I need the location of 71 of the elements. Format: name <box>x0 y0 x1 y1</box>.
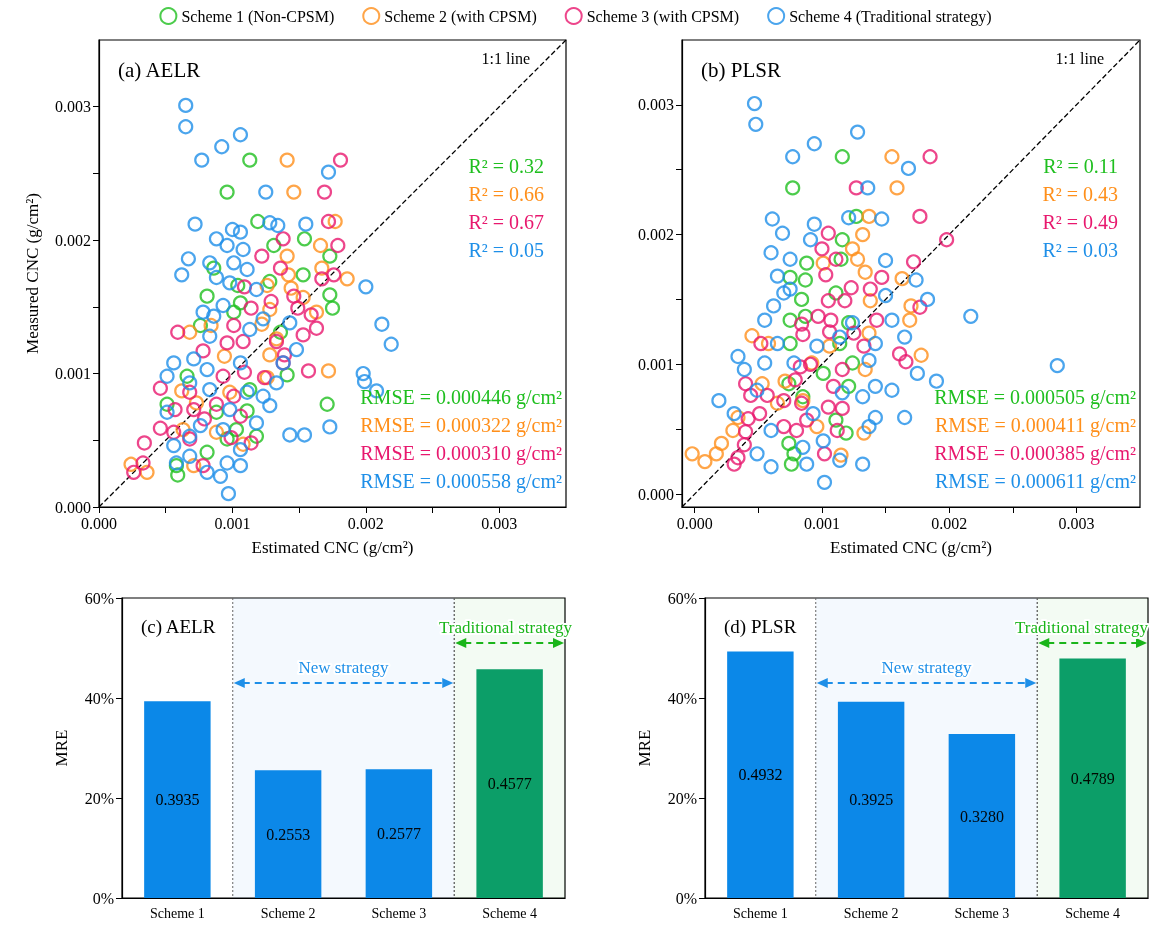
y-tick-label: 60% <box>84 589 114 607</box>
y-tick-label: 0.000 <box>638 485 674 503</box>
annotation: RMSE = 0.000322 g/cm² <box>360 414 563 437</box>
annotation: R² = 0.49 <box>1042 211 1119 233</box>
text: (c) AELR <box>141 616 216 638</box>
x-tick-label: Scheme 4 <box>482 905 538 921</box>
data-label: 0.3935 <box>155 791 200 809</box>
data-label: 0.4577 <box>487 775 532 793</box>
data-label: 0.4789 <box>1070 769 1115 787</box>
annotation: R² = 0.32 <box>468 155 545 177</box>
annotation: RMSE = 0.000411 g/cm² <box>935 414 1137 437</box>
text: (d) PLSR <box>724 616 797 638</box>
annotation: R² = 0.67 <box>468 211 545 233</box>
data-label: 0.4932 <box>738 766 783 784</box>
x-tick-label: Scheme 3 <box>371 905 427 921</box>
x-axis-title: Estimated CNC (g/cm²) <box>251 538 414 557</box>
x-tick-label: 0.003 <box>1058 514 1095 532</box>
annotation: R² = 0.66 <box>468 183 545 205</box>
legend-label: Scheme 1 (Non-CPSM) <box>181 7 335 26</box>
x-tick-label: 0.002 <box>347 514 384 532</box>
annotation: R² = 0.43 <box>1042 183 1119 205</box>
y-tick-label: 0.003 <box>638 96 674 114</box>
annotation: RMSE = 0.000611 g/cm² <box>935 470 1137 493</box>
legend-label: Scheme 2 (with CPSM) <box>384 7 537 26</box>
y-tick-label: 40% <box>84 689 114 707</box>
y-axis-title: Measured CNC (g/cm²) <box>23 193 42 354</box>
annotation: RMSE = 0.000385 g/cm² <box>934 442 1137 465</box>
annotation: R² = 0.05 <box>468 239 545 261</box>
annotation: RMSE = 0.000505 g/cm² <box>934 386 1137 409</box>
legend-label: Scheme 3 (with CPSM) <box>586 7 740 26</box>
x-tick-label: Scheme 4 <box>1065 905 1121 921</box>
y-tick-label: 20% <box>667 789 697 807</box>
x-tick-label: Scheme 3 <box>954 905 1010 921</box>
data-label: 0.3280 <box>959 807 1004 825</box>
y-tick-label: 60% <box>667 589 697 607</box>
x-tick-label: 0.001 <box>214 514 251 532</box>
annotation: 1:1 line <box>481 49 530 67</box>
data-label: 0.2577 <box>376 825 421 843</box>
legend-label: Scheme 4 (Traditional strategy) <box>789 7 992 26</box>
annotation: 1:1 line <box>1055 49 1104 67</box>
y-tick-label: 40% <box>667 689 697 707</box>
x-tick-label: Scheme 1 <box>149 905 205 921</box>
x-tick-label: 0.002 <box>931 514 968 532</box>
y-tick-label: 0% <box>92 889 114 907</box>
x-tick-label: Scheme 2 <box>260 905 316 921</box>
x-tick-label: Scheme 2 <box>843 905 899 921</box>
x-tick-label: 0.003 <box>481 514 518 532</box>
x-axis-title: Estimated CNC (g/cm²) <box>830 538 992 557</box>
annotation: RMSE = 0.000310 g/cm² <box>360 442 563 465</box>
y-tick-label: 0.001 <box>55 365 91 383</box>
y-axis-title: MRE <box>52 729 71 767</box>
band-label: New strategy <box>881 658 973 677</box>
band-label: New strategy <box>298 658 390 677</box>
y-tick-label: 0.002 <box>55 231 91 249</box>
x-tick-label: 0.001 <box>803 514 840 532</box>
y-tick-label: 0% <box>675 889 697 907</box>
y-tick-label: 0.002 <box>638 226 674 244</box>
data-label: 0.3925 <box>849 791 894 809</box>
y-tick-label: 0.001 <box>638 355 674 373</box>
annotation: R² = 0.11 <box>1043 155 1118 177</box>
annotation: RMSE = 0.000446 g/cm² <box>360 386 563 409</box>
annotation: R² = 0.03 <box>1042 239 1119 261</box>
text: (a) AELR <box>118 57 201 82</box>
data-label: 0.2553 <box>266 825 311 843</box>
text: (b) PLSR <box>701 57 781 82</box>
annotation: RMSE = 0.000558 g/cm² <box>360 470 563 493</box>
y-axis-title: MRE <box>635 729 654 767</box>
y-tick-label: 20% <box>84 789 114 807</box>
y-tick-label: 0.003 <box>55 98 91 116</box>
y-tick-label: 0.000 <box>55 498 91 516</box>
x-tick-label: Scheme 1 <box>732 905 788 921</box>
